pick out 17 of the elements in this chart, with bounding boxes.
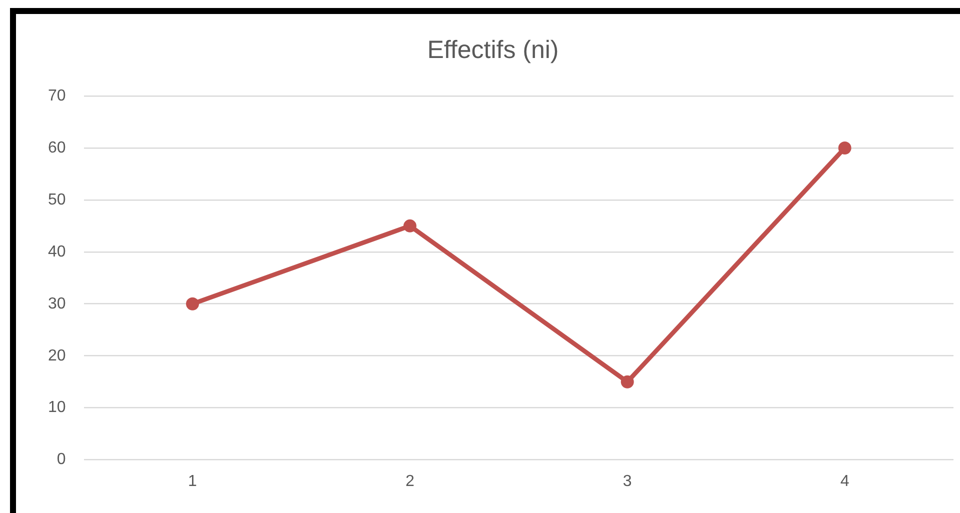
y-tick-label: 40 (48, 243, 66, 260)
y-tick-label: 20 (48, 347, 66, 364)
y-tick-label: 30 (48, 295, 66, 312)
point (186, 297, 200, 310)
y-tick-label: 0 (56, 451, 66, 468)
point (620, 375, 634, 388)
y-tick-label: 10 (48, 399, 66, 416)
y-tick-label: 60 (48, 139, 66, 156)
point (838, 141, 852, 154)
y-tick-label: 50 (48, 191, 66, 208)
y-tick-label: 70 (48, 87, 66, 104)
chart-title: Effectifs (ni) (427, 36, 559, 64)
x-tick-label: 2 (405, 472, 414, 490)
x-tick-label: 4 (840, 472, 850, 490)
point (403, 219, 416, 232)
x-tick-label: 3 (622, 472, 632, 490)
x-tick-label: 1 (188, 472, 198, 490)
